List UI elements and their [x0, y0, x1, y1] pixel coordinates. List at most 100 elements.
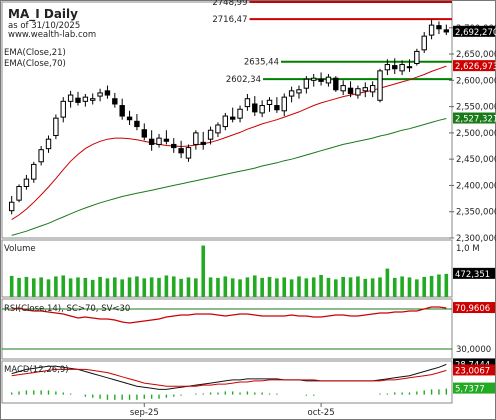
- volume-bar: [429, 275, 434, 297]
- candle-body: [384, 64, 391, 71]
- volume-title: Volume: [4, 244, 36, 254]
- chart-source: www.wealth-lab.com: [8, 30, 96, 40]
- volume-bar: [334, 279, 338, 297]
- candle-body: [229, 116, 236, 120]
- volume-bar: [157, 277, 161, 297]
- candle-body: [104, 90, 111, 96]
- candle-body: [266, 99, 273, 105]
- candle: [60, 97, 66, 123]
- candle-body: [421, 35, 427, 51]
- candle: [141, 123, 147, 141]
- price-tick-label: 2,600,000: [456, 76, 496, 86]
- candle: [399, 60, 405, 76]
- macd-badge-bg: [453, 382, 495, 394]
- volume-bar: [24, 276, 29, 297]
- volume-bar: [289, 279, 294, 297]
- volume-bar: [385, 268, 390, 297]
- candle: [436, 21, 442, 35]
- ema21-badge-bg: [453, 60, 495, 72]
- rsi-badge: 70,9606: [455, 304, 490, 314]
- candle-body: [8, 201, 15, 212]
- volume-bar: [216, 277, 220, 297]
- candle-body: [296, 89, 302, 94]
- volume-bar: [407, 277, 412, 297]
- volume-bar: [282, 277, 287, 297]
- candle-body: [67, 94, 74, 102]
- candle: [23, 174, 30, 190]
- candle-body: [31, 163, 37, 180]
- candle-body: [333, 77, 339, 91]
- candle-body: [414, 50, 420, 64]
- x-axis-label: oct-25: [308, 408, 335, 418]
- candle-body: [126, 116, 133, 121]
- volume-bar: [304, 278, 309, 297]
- rsi-line: [11, 306, 447, 324]
- volume-bar: [164, 275, 169, 297]
- candle-body: [288, 90, 295, 97]
- volume-bar: [341, 276, 345, 297]
- candle-body: [16, 185, 22, 201]
- candle: [237, 105, 243, 123]
- volume-bar: [201, 245, 206, 297]
- volume-bar: [238, 279, 242, 297]
- pane-macd: [1, 360, 453, 404]
- candle-body: [119, 105, 125, 117]
- ema21-legend: EMA(Close,21): [4, 48, 66, 58]
- volume-bar: [46, 279, 51, 297]
- candle: [148, 130, 155, 151]
- volume-bar: [120, 279, 124, 297]
- candle: [90, 93, 96, 105]
- volume-bar: [223, 276, 228, 297]
- candle: [443, 24, 450, 36]
- volume-bar: [297, 276, 301, 297]
- volume-bar: [378, 277, 382, 297]
- candle: [421, 31, 427, 53]
- candle: [38, 146, 44, 166]
- candle-body: [318, 78, 324, 82]
- candle-body: [45, 138, 52, 150]
- candle-body: [53, 117, 59, 137]
- candle-body: [207, 129, 214, 140]
- candle-body: [325, 76, 332, 84]
- candle-body: [193, 132, 199, 145]
- price-tick-label: 2,350,000: [456, 208, 496, 218]
- volume-bar: [142, 278, 147, 297]
- macd-line: [11, 368, 447, 387]
- candle-body: [281, 96, 287, 112]
- candle-body: [178, 148, 184, 154]
- candle: [355, 85, 361, 99]
- candle-body: [443, 29, 450, 33]
- candle: [281, 93, 287, 117]
- candle: [252, 96, 258, 117]
- candle-body: [134, 120, 140, 128]
- candle: [119, 98, 125, 120]
- ema70-badge-bg: [453, 112, 495, 124]
- last-price-badge: 2,692,270: [455, 28, 496, 38]
- volume-bar: [31, 278, 36, 297]
- price-tick-label: 2,550,000: [456, 103, 496, 113]
- candle-body: [303, 78, 310, 89]
- candle: [244, 93, 251, 111]
- candle: [318, 72, 324, 86]
- candle: [126, 110, 133, 125]
- candle-body: [436, 25, 442, 30]
- candle: [340, 80, 346, 96]
- candle-body: [156, 137, 162, 145]
- candle-body: [259, 105, 265, 114]
- price-tick-label: 2,650,000: [456, 50, 496, 60]
- volume-bar: [422, 276, 427, 297]
- macd-badge: 5,7377: [455, 385, 485, 395]
- price-tick-label: 2,450,000: [456, 155, 496, 165]
- candle-body: [355, 88, 361, 96]
- candle-body: [171, 143, 177, 149]
- candle: [163, 130, 170, 145]
- candle: [428, 19, 435, 40]
- volume-bar: [186, 277, 191, 297]
- volume-bar: [135, 276, 139, 297]
- candle-body: [406, 66, 413, 69]
- candle: [31, 161, 37, 183]
- ema-line: [11, 118, 447, 236]
- candle: [178, 140, 184, 159]
- candle: [384, 59, 391, 76]
